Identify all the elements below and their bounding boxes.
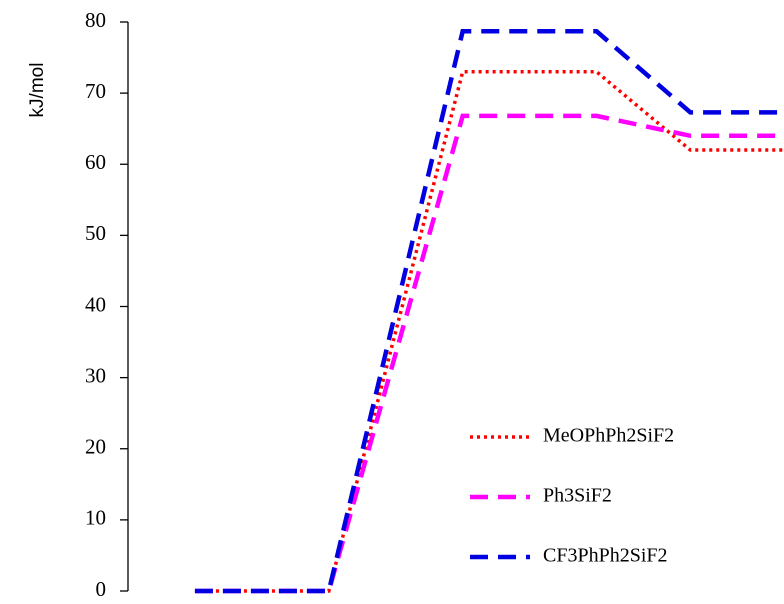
- y-tick-label: 60: [85, 150, 106, 174]
- y-tick-label: 70: [85, 79, 106, 103]
- y-tick-label: 50: [85, 221, 106, 245]
- y-tick-label: 10: [85, 506, 106, 530]
- y-axis-label: kJ/mol: [27, 63, 48, 118]
- series-line: [194, 113, 784, 594]
- y-tick-label: 0: [96, 577, 107, 601]
- y-tick-label: 80: [85, 8, 106, 32]
- y-tick-label: 30: [85, 363, 106, 387]
- y-tick-label: 40: [85, 292, 106, 316]
- legend-label: CF3PhPh2SiF2: [543, 545, 668, 567]
- series-line: [194, 28, 784, 594]
- series-line: [194, 70, 784, 593]
- legend-label: MeOPhPh2SiF2: [543, 425, 674, 447]
- y-tick-label: 20: [85, 435, 106, 459]
- legend-label: Ph3SiF2: [543, 485, 612, 507]
